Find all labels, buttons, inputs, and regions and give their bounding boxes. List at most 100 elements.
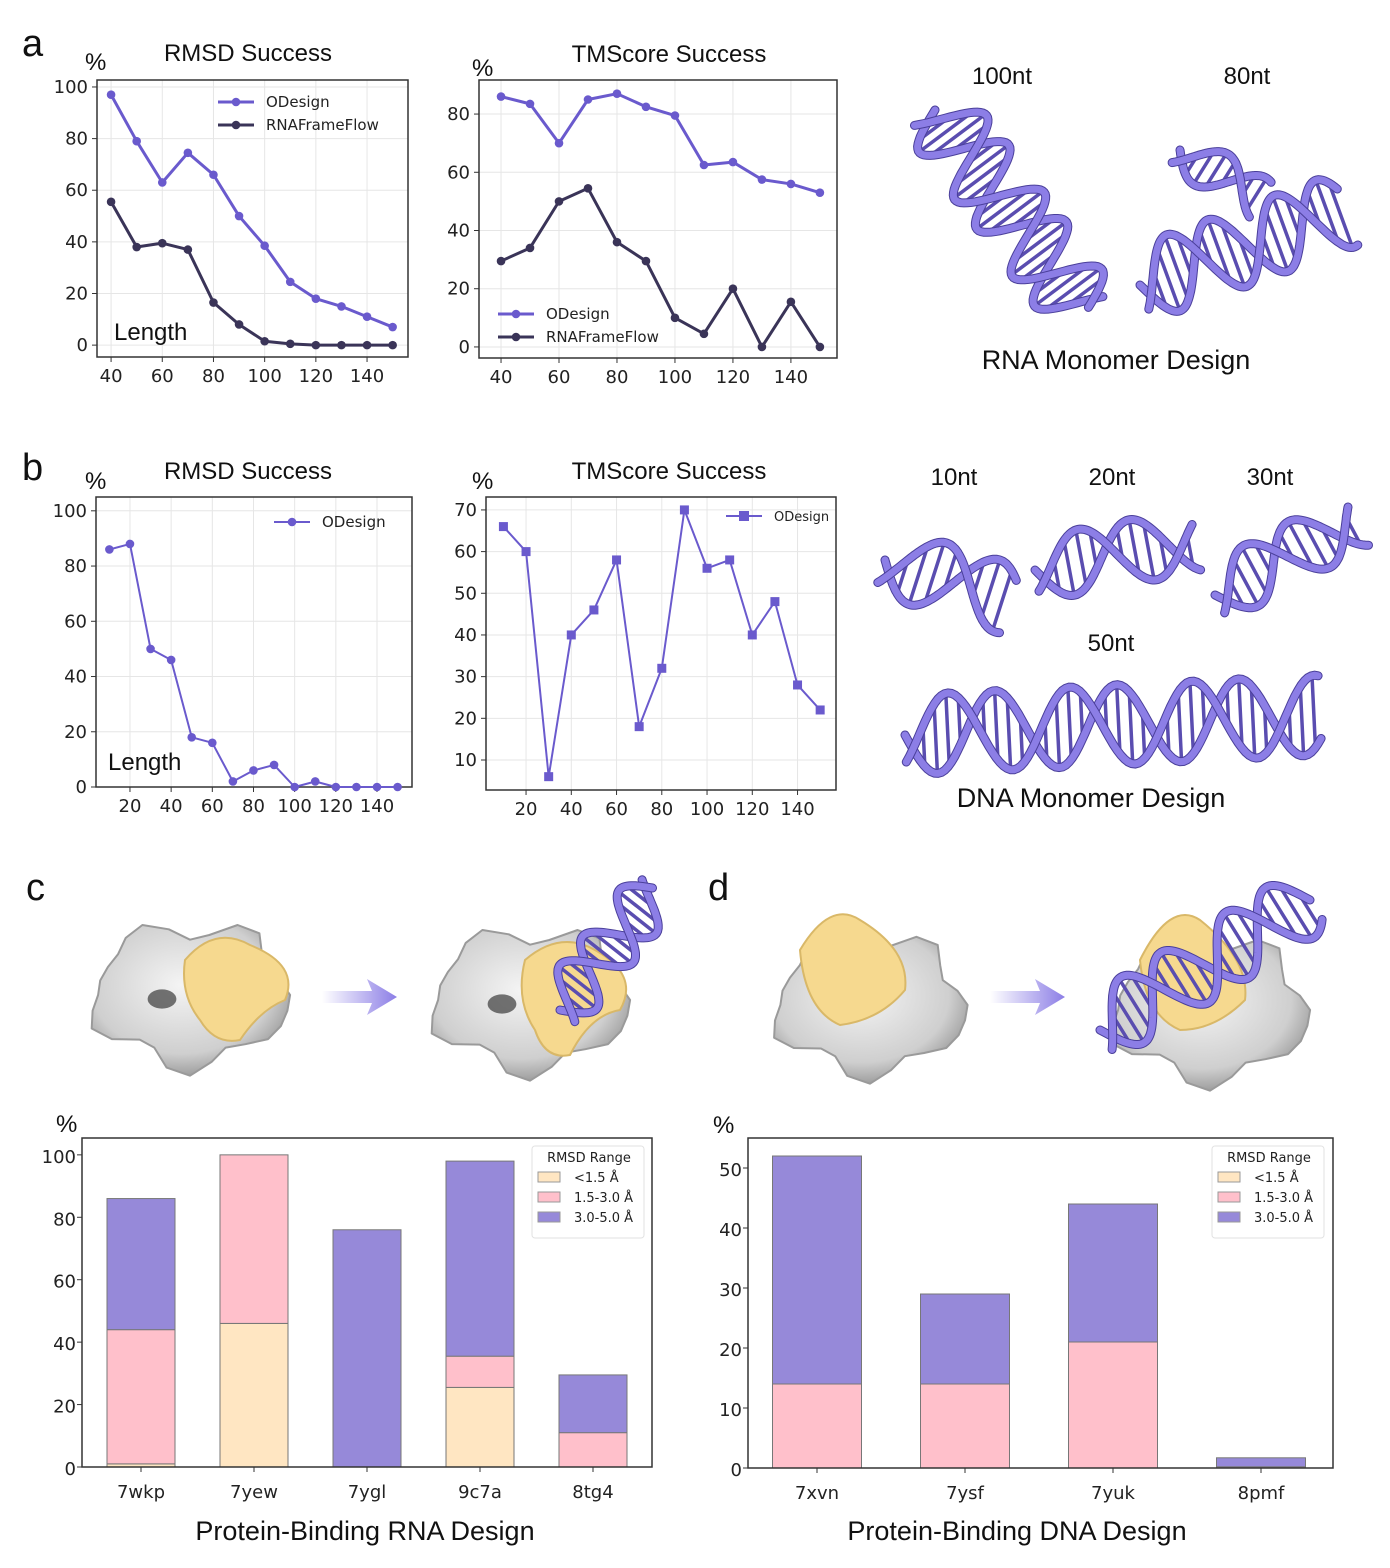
y-tick-label: 100 (42, 1147, 76, 1168)
rna-tmscore-success-chart: TMScore Success% 40 60 80 100 120 140 0 20 40 60 80… (447, 41, 838, 388)
plot-frame (81, 1137, 653, 1468)
base-pair (557, 964, 601, 1000)
legend-swatch (1217, 1191, 1241, 1203)
binding-site-patch (798, 913, 907, 1027)
x-axis-label: Length (108, 749, 181, 776)
y-tick-label: 40 (719, 1220, 742, 1241)
base-pair (1240, 545, 1270, 597)
y-tick-label: 0 (731, 1460, 742, 1481)
dna-30nt-structure (1210, 502, 1373, 618)
structure-label-50nt: 50nt (1088, 630, 1135, 657)
data-point (525, 243, 535, 253)
base-pair (1141, 521, 1156, 582)
data-point (234, 320, 244, 329)
data-point (770, 597, 780, 607)
data-point (657, 663, 667, 673)
y-tick-label: 10 (454, 750, 477, 771)
series-line-rnaframeflow (500, 186, 822, 349)
base-pair (1127, 690, 1135, 766)
data-point (352, 782, 361, 792)
data-point (670, 313, 680, 323)
data-point (146, 644, 155, 654)
x-tick-label: 40 (160, 796, 183, 817)
data-point (285, 277, 295, 287)
data-point (496, 92, 506, 101)
base-pair (1155, 247, 1182, 313)
data-point (699, 160, 709, 170)
base-pair (986, 189, 1045, 235)
data-point (132, 242, 141, 252)
x-tick-label: 100 (690, 799, 724, 820)
base-pair (952, 155, 1011, 200)
base-pair (1054, 696, 1062, 770)
y-tick-label: 40 (64, 667, 87, 688)
data-point (362, 340, 372, 350)
data-point (612, 89, 622, 98)
data-point (393, 782, 402, 792)
data-point (290, 782, 299, 792)
data-point (815, 188, 825, 197)
data-point (106, 90, 116, 100)
bar-segment-7ygl (332, 1229, 402, 1468)
x-tick-label: 9c7a (458, 1482, 502, 1503)
legend-label: ODesign (266, 93, 330, 111)
y-tick-label: 0 (65, 1459, 76, 1480)
y-tick-label: 0 (459, 337, 470, 358)
legend-marker (231, 120, 241, 130)
data-point (187, 732, 197, 742)
legend-marker (231, 97, 241, 107)
data-point (747, 630, 757, 640)
y-axis-unit-label: % (85, 468, 106, 495)
base-pair (1300, 518, 1330, 570)
legend-title: RMSD Range (1227, 1151, 1311, 1166)
rna-rmsd-success-chart: RMSD Success% 40 60 80 100 120 140 0 20 40 60 80 100… (54, 40, 409, 387)
bar-segment-9c7a (445, 1355, 515, 1388)
y-tick-label: 60 (65, 180, 88, 201)
y-tick-label: 60 (447, 162, 470, 183)
base-pair (1032, 264, 1089, 308)
x-tick-label: 80 (202, 366, 225, 387)
base-pair (1005, 695, 1013, 772)
data-point (728, 157, 738, 167)
x-tick-label: 40 (100, 366, 123, 387)
data-point (132, 136, 141, 146)
y-tick-label: 0 (76, 777, 87, 798)
base-pair (580, 934, 623, 969)
legend-label: ODesign (322, 513, 386, 531)
x-axis-label: Length (114, 319, 187, 346)
base-pair (1244, 176, 1269, 213)
bar-segment-9c7a (445, 1160, 515, 1357)
backbone-ribbon (1176, 146, 1275, 191)
data-point (786, 297, 796, 307)
structure-label-20nt: 20nt (1089, 464, 1136, 491)
data-point (331, 782, 341, 792)
x-tick-label: 120 (735, 799, 769, 820)
panel-letter-d: d (708, 867, 729, 909)
panel-letter-c: c (26, 867, 45, 909)
y-tick-label: 20 (64, 722, 87, 743)
y-tick-label: 20 (454, 708, 477, 729)
dna-10nt-structure (873, 537, 1021, 638)
rna-monomer-structure-renders (910, 105, 1363, 316)
dna-monomer-structure-renders (873, 502, 1373, 778)
data-point (583, 183, 593, 193)
data-point (815, 705, 825, 715)
data-point (260, 241, 269, 251)
base-pair (1163, 233, 1191, 302)
bar-segment-7xvn (772, 1155, 862, 1385)
legend-marker (511, 309, 521, 319)
y-tick-label: 40 (447, 220, 470, 241)
base-pair (1011, 220, 1069, 264)
base-pair (1216, 925, 1251, 980)
rna-100nt-structure (910, 105, 1108, 314)
surface-pocket (487, 994, 517, 1014)
bar-segment-7yuk (1068, 1203, 1158, 1343)
legend-label: 1.5-3.0 Å (574, 1190, 633, 1206)
structure-label-10nt: 10nt (931, 464, 978, 491)
protein-binding-dna-bar-chart: % 0 10 20 30 40 50 7xvn 7ysf 7yuk 8pmf RMSD Range <1… (713, 1112, 1334, 1546)
y-tick-label: 20 (65, 283, 88, 304)
y-tick-label: 20 (719, 1340, 742, 1361)
data-point (498, 522, 508, 532)
data-point (496, 256, 506, 266)
base-pair (907, 544, 930, 607)
